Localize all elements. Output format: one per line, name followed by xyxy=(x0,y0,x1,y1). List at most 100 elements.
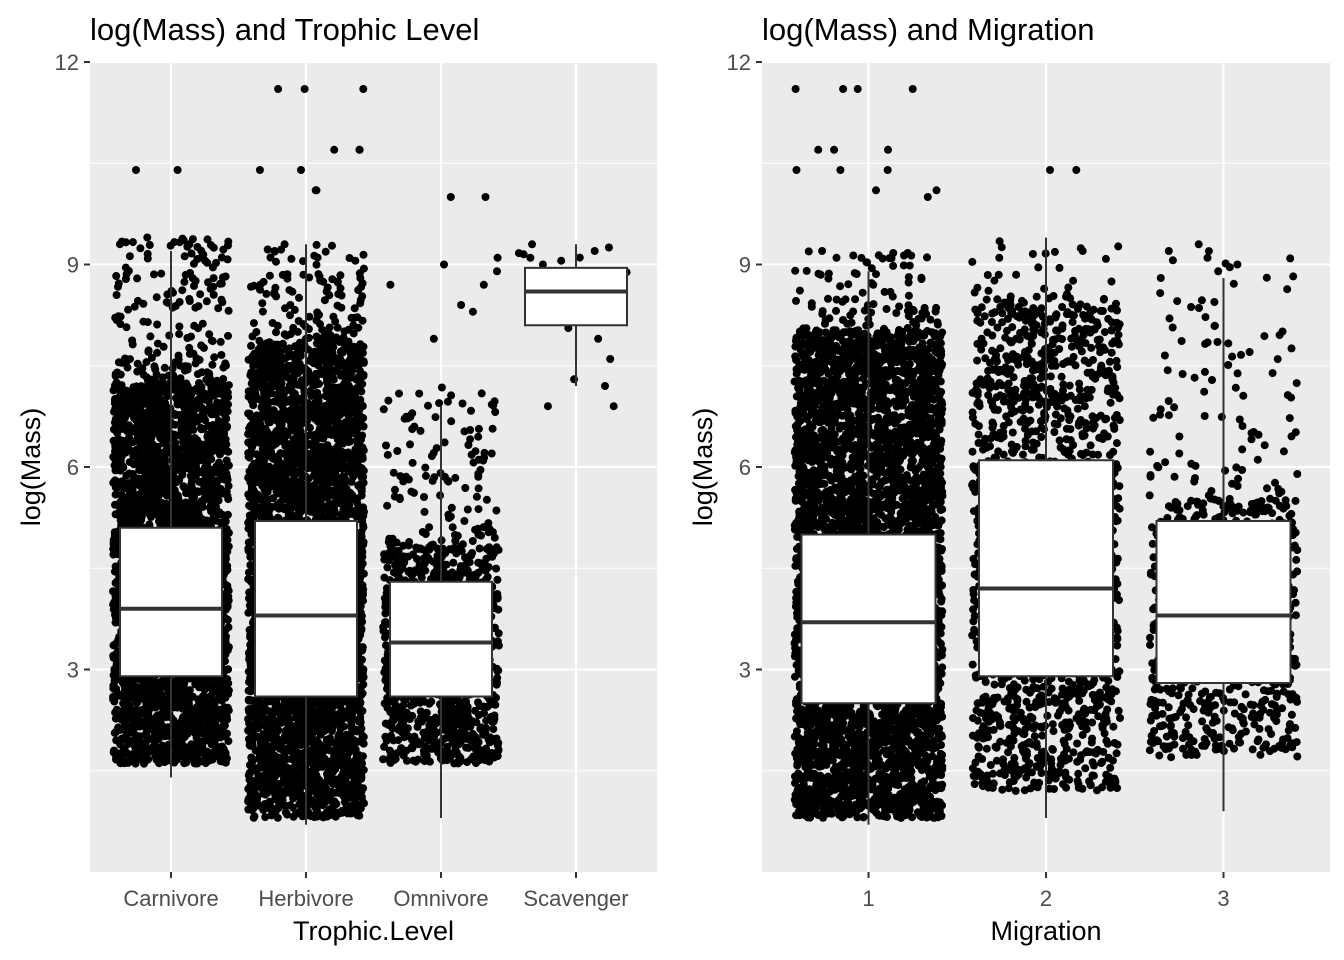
data-point xyxy=(175,330,184,339)
data-point xyxy=(114,282,122,291)
data-point xyxy=(152,755,161,764)
data-point xyxy=(209,274,218,283)
data-point xyxy=(191,303,200,312)
data-point xyxy=(119,735,128,744)
data-point xyxy=(138,705,147,714)
data-point xyxy=(194,487,202,496)
data-point xyxy=(192,739,201,748)
data-point xyxy=(160,402,169,411)
data-point xyxy=(183,710,192,719)
data-point xyxy=(190,321,199,330)
data-point xyxy=(168,430,177,439)
data-point xyxy=(223,615,232,624)
data-point xyxy=(154,694,163,703)
data-point xyxy=(186,269,194,277)
data-point xyxy=(218,748,227,757)
data-point xyxy=(137,684,146,693)
data-point xyxy=(222,403,231,412)
data-point xyxy=(145,432,154,441)
data-point xyxy=(207,455,216,464)
data-point xyxy=(220,446,229,455)
data-point xyxy=(244,805,253,814)
data-point xyxy=(153,429,162,437)
data-point xyxy=(135,735,144,744)
data-point xyxy=(221,476,230,484)
data-point xyxy=(202,490,210,499)
data-point xyxy=(187,480,196,489)
data-point xyxy=(159,439,168,448)
data-point xyxy=(155,476,163,484)
data-point xyxy=(202,297,211,306)
data-point xyxy=(218,273,227,282)
data-point xyxy=(178,286,187,295)
data-point xyxy=(111,610,119,619)
data-point xyxy=(116,320,125,328)
data-point xyxy=(119,497,128,506)
data-point xyxy=(111,653,120,662)
data-point xyxy=(212,258,220,267)
data-point xyxy=(118,477,127,486)
data-point xyxy=(143,318,152,327)
data-point xyxy=(122,358,131,367)
data-point xyxy=(185,297,194,305)
data-point xyxy=(198,478,207,487)
data-point xyxy=(150,270,158,279)
data-point xyxy=(152,711,161,720)
data-point xyxy=(208,360,217,369)
data-point xyxy=(168,303,177,312)
data-point xyxy=(161,725,170,734)
data-point xyxy=(196,290,205,299)
data-point xyxy=(176,391,185,400)
data-point xyxy=(187,718,196,727)
data-point xyxy=(123,703,132,712)
data-point xyxy=(127,396,136,405)
data-point xyxy=(206,475,215,484)
data-point xyxy=(120,447,129,456)
data-point xyxy=(138,420,147,429)
data-point xyxy=(359,680,368,689)
data-point xyxy=(156,677,165,686)
data-point xyxy=(210,509,219,518)
data-point xyxy=(168,732,177,741)
data-point xyxy=(131,743,140,752)
data-point xyxy=(195,683,204,692)
data-point xyxy=(190,498,199,507)
data-point xyxy=(176,728,185,737)
data-point xyxy=(158,454,167,463)
chart-panel-trophic: log(Mass) and Trophic Level 3 6 9 12 Car… xyxy=(16,12,657,946)
data-point xyxy=(189,446,198,455)
data-point xyxy=(131,426,140,435)
data-point xyxy=(193,417,202,426)
data-point xyxy=(183,510,192,519)
data-point xyxy=(205,701,214,710)
data-point xyxy=(209,468,217,477)
data-point xyxy=(173,751,182,760)
data-point xyxy=(178,699,187,708)
data-point xyxy=(175,322,184,331)
data-point xyxy=(147,375,156,384)
data-point xyxy=(205,330,214,339)
data-point xyxy=(192,755,201,764)
data-point xyxy=(124,305,133,314)
data-point xyxy=(110,531,119,540)
data-point xyxy=(178,687,187,695)
data-point xyxy=(187,332,195,341)
data-point xyxy=(224,737,233,746)
data-point xyxy=(215,425,224,434)
data-point xyxy=(192,354,201,363)
data-point xyxy=(128,238,137,247)
data-point xyxy=(179,518,188,527)
data-point xyxy=(210,726,219,735)
data-point xyxy=(186,471,195,480)
data-point xyxy=(139,692,148,701)
data-point xyxy=(112,378,121,387)
data-point xyxy=(195,721,204,729)
data-point xyxy=(111,548,120,557)
data-point xyxy=(192,399,201,408)
data-point xyxy=(134,721,143,730)
data-point xyxy=(142,712,151,721)
data-point xyxy=(182,752,191,761)
data-point xyxy=(119,463,128,472)
data-point xyxy=(137,382,146,391)
